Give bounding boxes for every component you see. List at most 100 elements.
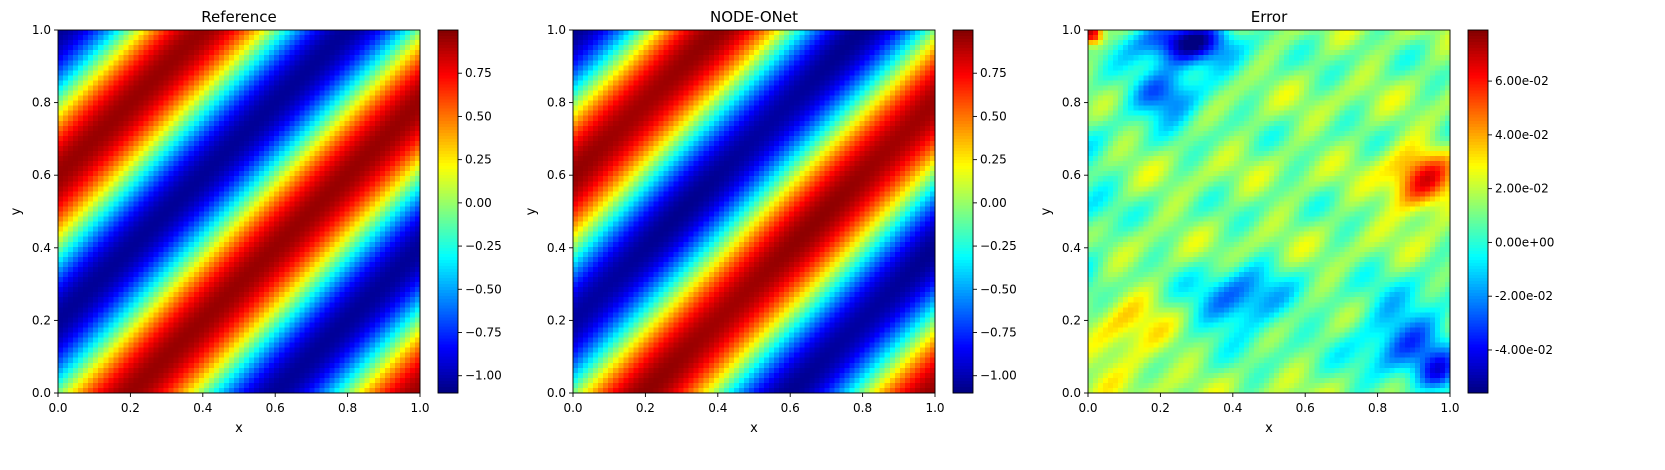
heatmap-cell — [143, 343, 149, 349]
heatmap-cell — [169, 262, 175, 268]
heatmap-cell — [78, 282, 84, 288]
heatmap-cell — [179, 75, 185, 81]
heatmap-cell — [224, 151, 230, 157]
heatmap-cell — [118, 91, 124, 97]
heatmap-cell — [194, 45, 200, 51]
heatmap-cell — [345, 196, 351, 202]
heatmap-cell — [219, 131, 225, 137]
heatmap-cell — [395, 292, 401, 298]
heatmap-cell — [154, 166, 160, 172]
heatmap-cell — [400, 287, 406, 293]
heatmap-cell — [68, 45, 74, 51]
heatmap-cell — [209, 55, 215, 61]
heatmap-cell — [128, 40, 134, 46]
heatmap-cell — [73, 272, 79, 278]
heatmap-cell — [159, 282, 165, 288]
heatmap-cell — [355, 101, 361, 107]
heatmap-cell — [123, 161, 129, 167]
heatmap-cell — [390, 222, 396, 228]
heatmap-cell — [143, 96, 149, 102]
heatmap-cell — [410, 307, 416, 313]
heatmap-cell — [400, 35, 406, 41]
heatmap-cell — [63, 247, 69, 253]
heatmap-cell — [174, 282, 180, 288]
heatmap-cell — [410, 166, 416, 172]
heatmap-cell — [118, 111, 124, 117]
heatmap-cell — [264, 91, 270, 97]
heatmap-cell — [68, 70, 74, 76]
heatmap-cell — [385, 196, 391, 202]
heatmap-cell — [143, 201, 149, 207]
heatmap-cell — [138, 212, 144, 218]
heatmap-cell — [108, 363, 114, 369]
heatmap-cell — [194, 166, 200, 172]
heatmap-cell — [390, 186, 396, 192]
heatmap-cell — [410, 322, 416, 328]
heatmap-cell — [98, 222, 104, 228]
heatmap-cell — [269, 55, 275, 61]
heatmap-cell — [264, 343, 270, 349]
heatmap-cell — [350, 96, 356, 102]
heatmap-cell — [299, 363, 305, 369]
heatmap-cell — [113, 267, 119, 273]
heatmap-cell — [395, 307, 401, 313]
heatmap-cell — [169, 317, 175, 323]
heatmap-cell — [335, 106, 341, 112]
heatmap-cell — [138, 136, 144, 142]
heatmap-cell — [199, 307, 205, 313]
heatmap-cell — [154, 191, 160, 197]
heatmap-cell — [345, 146, 351, 152]
heatmap-cell — [58, 91, 64, 97]
heatmap-cell — [345, 60, 351, 66]
heatmap-cell — [345, 30, 351, 36]
heatmap-cell — [284, 91, 290, 97]
heatmap-cell — [143, 156, 149, 162]
heatmap-cell — [159, 222, 165, 228]
heatmap-cell — [309, 191, 315, 197]
heatmap-cell — [138, 201, 144, 207]
heatmap-cell — [174, 131, 180, 137]
heatmap-cell — [68, 50, 74, 56]
heatmap-cell — [219, 151, 225, 157]
heatmap-cell — [98, 181, 104, 187]
heatmap-cell — [249, 156, 255, 162]
heatmap-cell — [58, 30, 64, 36]
heatmap-cell — [133, 378, 139, 384]
heatmap-cell — [410, 35, 416, 41]
heatmap-cell — [284, 222, 290, 228]
heatmap-cell — [73, 348, 79, 354]
heatmap-cell — [68, 262, 74, 268]
heatmap-cell — [365, 96, 371, 102]
heatmap-cell — [239, 348, 245, 354]
heatmap-cell — [284, 111, 290, 117]
heatmap-cell — [375, 338, 381, 344]
heatmap-cell — [194, 156, 200, 162]
heatmap-cell — [189, 358, 195, 364]
heatmap-cell — [93, 267, 99, 273]
heatmap-cell — [68, 237, 74, 243]
heatmap-cell — [133, 297, 139, 303]
heatmap-cell — [239, 131, 245, 137]
heatmap-cell — [78, 151, 84, 157]
heatmap-cell — [103, 227, 109, 233]
heatmap-cell — [219, 327, 225, 333]
heatmap-cell — [400, 368, 406, 374]
heatmap-cell — [309, 307, 315, 313]
heatmap-cell — [73, 333, 79, 339]
heatmap-cell — [370, 282, 376, 288]
heatmap-cell — [229, 186, 235, 192]
heatmap-cell — [380, 237, 386, 243]
heatmap-cell — [149, 262, 155, 268]
heatmap-cell — [340, 327, 346, 333]
heatmap-cell — [370, 302, 376, 308]
heatmap-cell — [410, 327, 416, 333]
heatmap-cell — [335, 338, 341, 344]
heatmap-cell — [68, 287, 74, 293]
heatmap-cell — [294, 267, 300, 273]
heatmap-cell — [174, 96, 180, 102]
heatmap-cell — [214, 101, 220, 107]
heatmap-cell — [174, 373, 180, 379]
heatmap-cell — [98, 166, 104, 172]
heatmap-cell — [355, 186, 361, 192]
heatmap-cell — [380, 151, 386, 157]
